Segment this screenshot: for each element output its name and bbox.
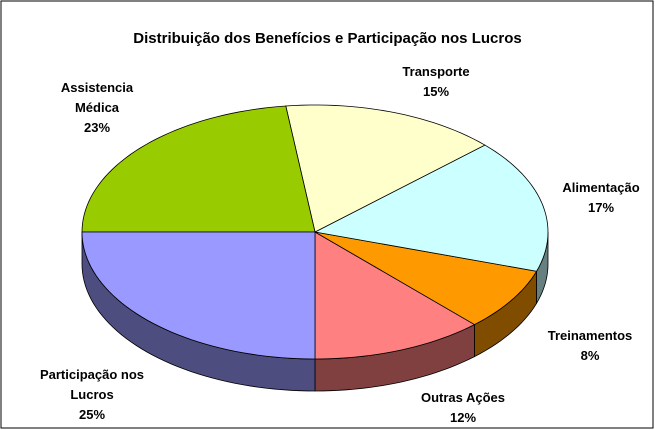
value-label: 12%	[449, 410, 477, 425]
data-label: Outras Ações 12%	[408, 388, 518, 428]
category-label: Treinamentos	[547, 328, 633, 343]
data-label: Treinamentos 8%	[535, 326, 645, 366]
pie-slice	[314, 231, 538, 326]
value-label: 25%	[78, 407, 106, 422]
pie-slice	[81, 231, 316, 360]
category-label: Transporte	[402, 64, 470, 79]
pie-slice	[81, 105, 316, 233]
value-label: 15%	[422, 84, 450, 99]
data-label: Participação nos Lucros 25%	[37, 365, 147, 425]
data-label: Transporte 15%	[381, 62, 491, 102]
value-label: 8%	[580, 348, 600, 363]
pie-slice	[313, 144, 549, 272]
data-label: Alimentação 17%	[546, 178, 655, 218]
category-label: Assistencia Médica	[60, 80, 134, 115]
category-label: Outras Ações	[420, 390, 506, 405]
value-label: 23%	[83, 120, 111, 135]
value-label: 17%	[587, 200, 615, 215]
category-label: Participação nos Lucros	[39, 367, 145, 402]
chart-title: Distribuição dos Benefícios e Participaç…	[133, 30, 522, 47]
pie-slice	[285, 104, 486, 233]
category-label: Alimentação	[562, 180, 640, 195]
data-label: Assistencia Médica 23%	[42, 78, 152, 138]
pie-slice	[314, 231, 476, 360]
